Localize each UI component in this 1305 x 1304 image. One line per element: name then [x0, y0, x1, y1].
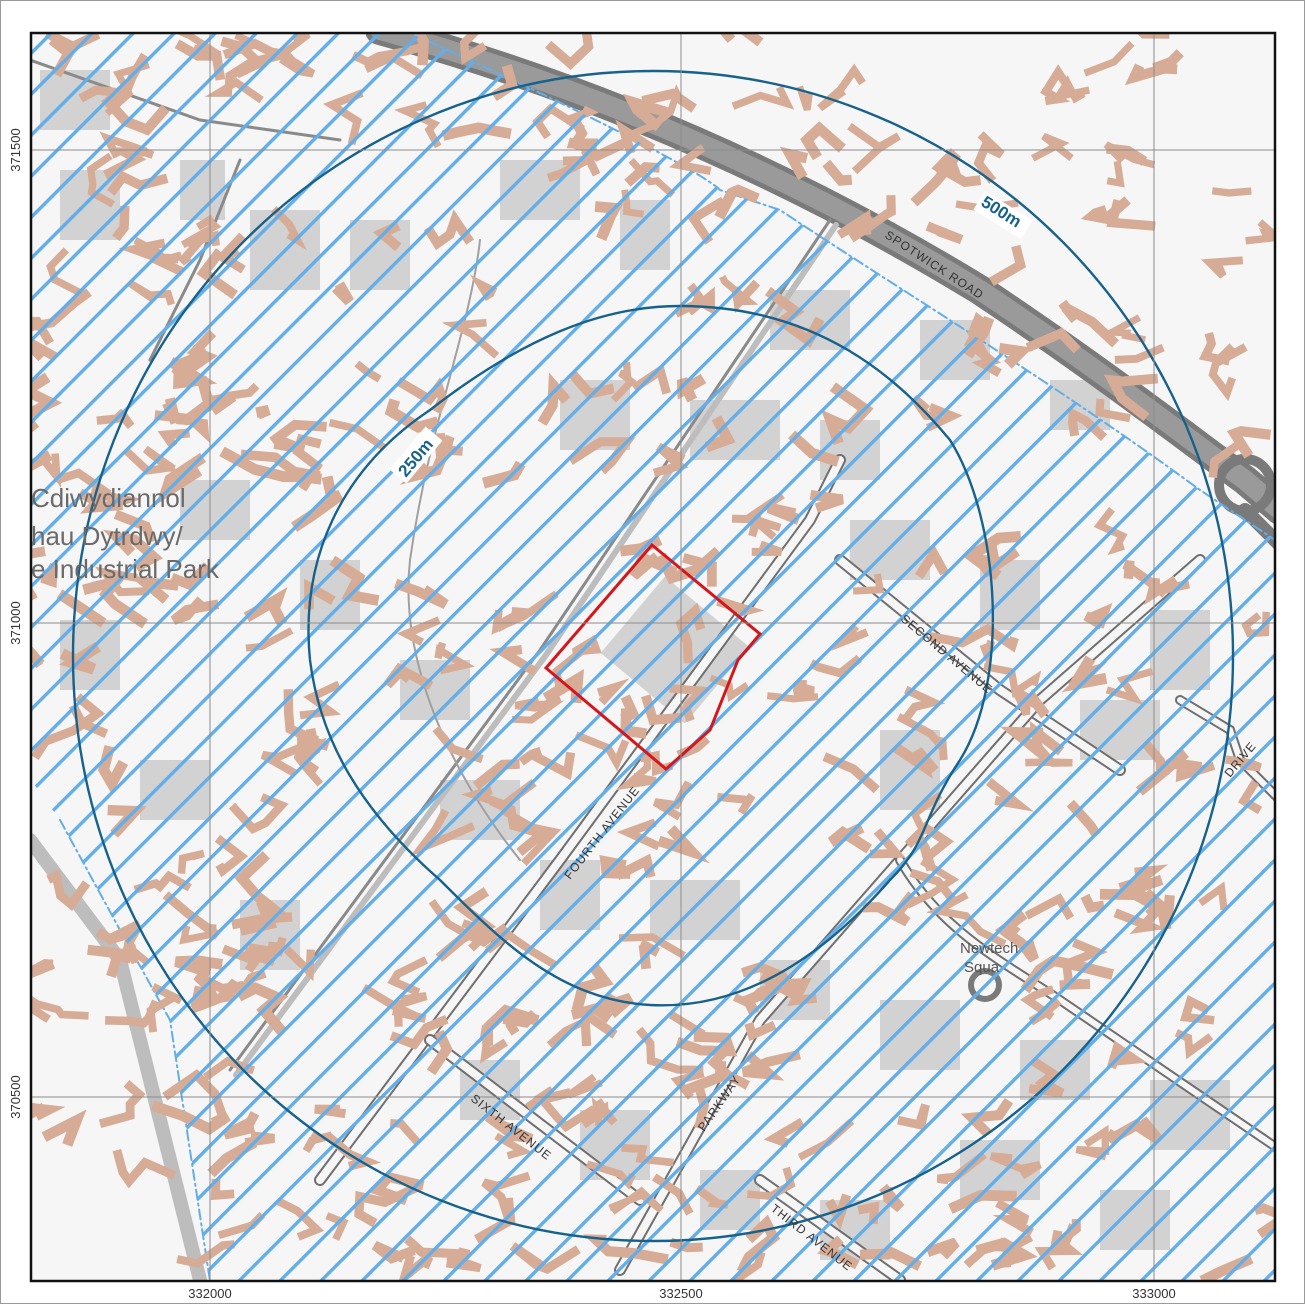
northing-tick-371500: 371500	[8, 128, 23, 171]
newtech-label-line1: Newtech	[960, 940, 1018, 957]
easting-tick-332500: 332500	[659, 1286, 702, 1301]
industrial-park-label-line1: Cdiwydiannol	[31, 483, 186, 513]
northing-tick-371000: 371000	[8, 601, 23, 644]
map-body: Cdiwydiannol hau Dytrdwy/ e Industrial P…	[0, 8, 1286, 1283]
mottle-patch	[1216, 191, 1248, 193]
industrial-park-label-line2: hau Dytrdwy/	[31, 521, 183, 551]
industrial-park-label-line3: e Industrial Park	[31, 554, 220, 584]
easting-tick-332000: 332000	[188, 1286, 231, 1301]
northing-tick-370500: 370500	[8, 1075, 23, 1118]
easting-tick-333000: 333000	[1132, 1286, 1175, 1301]
newtech-label-line2: Squa	[964, 959, 1000, 976]
